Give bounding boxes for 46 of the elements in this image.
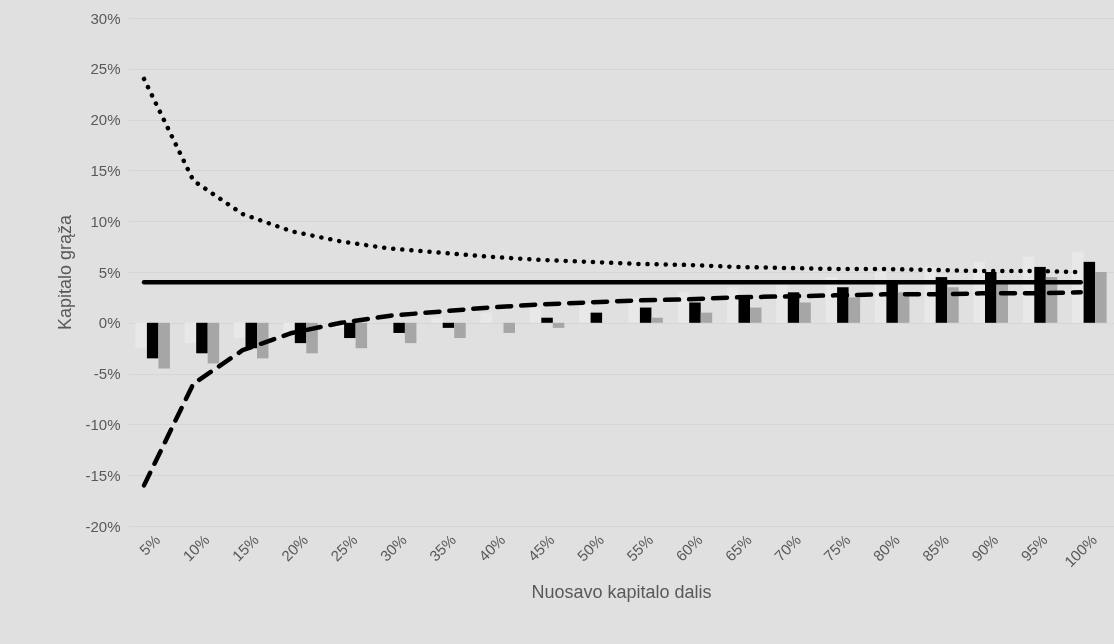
bar <box>503 322 516 333</box>
bar <box>454 322 466 339</box>
y-tick-label: -5% <box>93 365 121 383</box>
y-tick-label: -10% <box>85 415 121 433</box>
x-tick-label: 45% <box>524 531 558 565</box>
y-tick-label: 5% <box>98 263 121 281</box>
x-tick-label: 30% <box>376 531 410 565</box>
bar <box>158 322 170 369</box>
y-axis-title: Kapitalo grąža <box>55 213 76 331</box>
x-tick-label: 40% <box>475 531 509 565</box>
y-tick-label: -20% <box>85 517 121 535</box>
y-tick-label: 30% <box>90 9 121 27</box>
x-tick-label: 95% <box>1017 531 1051 565</box>
x-tick-label: 55% <box>623 531 657 565</box>
y-tick-label: 10% <box>90 212 121 230</box>
bar <box>207 322 220 364</box>
x-tick-label: 50% <box>573 531 607 565</box>
bar <box>750 307 762 323</box>
bar <box>404 322 417 344</box>
x-tick-label: 10% <box>179 531 213 565</box>
bar <box>355 322 368 349</box>
x-axis-title: Nuosavo kapitalo dalis <box>531 582 712 603</box>
bar <box>344 322 356 339</box>
x-tick-label: 85% <box>918 531 953 565</box>
y-tick-label: 0% <box>98 314 121 332</box>
x-tick-label: 90% <box>968 531 1002 565</box>
x-tick-label: 75% <box>820 531 854 565</box>
x-tick-label: 60% <box>672 531 706 565</box>
x-tick-label: 65% <box>721 531 755 565</box>
bar <box>1095 272 1107 323</box>
y-tick-label: 25% <box>90 60 121 78</box>
bar <box>947 287 959 323</box>
bar <box>700 312 713 323</box>
y-tick-label: -15% <box>85 466 121 484</box>
y-tick-label: 15% <box>90 161 121 179</box>
bar <box>552 322 565 328</box>
bar <box>442 322 455 328</box>
x-tick-label: 5% <box>135 531 164 559</box>
x-tick-label: 35% <box>425 531 460 565</box>
bar <box>799 302 811 323</box>
bar <box>393 322 405 333</box>
x-tick-label: 70% <box>770 531 805 565</box>
y-tick-label: 20% <box>90 111 121 129</box>
x-tick-label: 80% <box>869 531 903 565</box>
bar <box>651 317 663 323</box>
bar <box>848 297 861 323</box>
